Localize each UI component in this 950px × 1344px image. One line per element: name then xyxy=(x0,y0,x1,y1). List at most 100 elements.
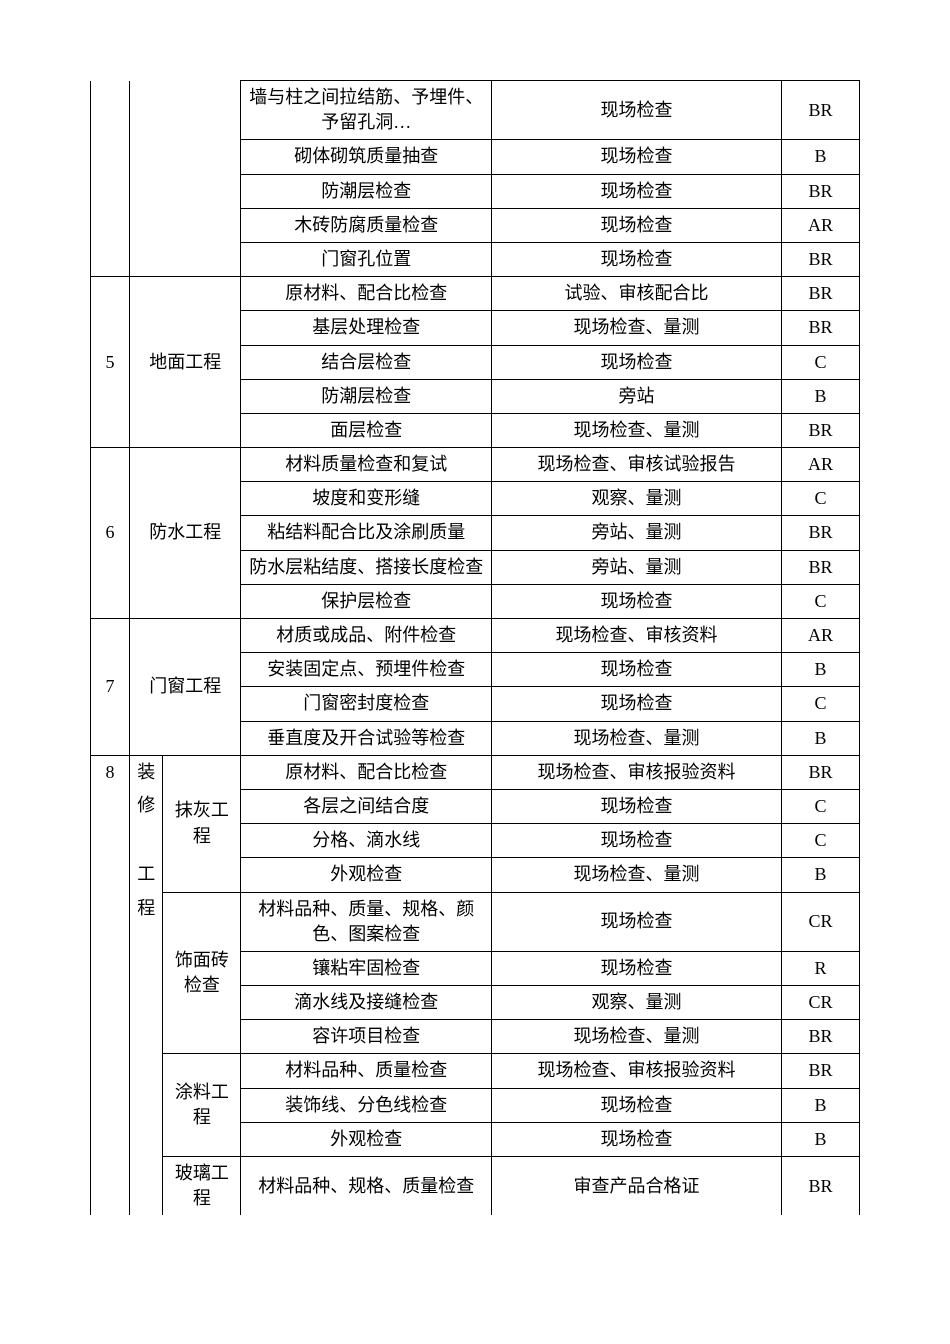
cell-code: C xyxy=(781,687,859,721)
cell-code: BR xyxy=(781,81,859,140)
cell-code: B xyxy=(781,858,859,892)
cell-code: BR xyxy=(781,550,859,584)
cell-num-empty xyxy=(91,858,130,892)
cell-num-empty xyxy=(91,81,130,140)
cell-code: C xyxy=(781,824,859,858)
cell-item: 滴水线及接缝检查 xyxy=(241,986,492,1020)
cell-cat-char: 程 xyxy=(130,892,163,951)
cell-method: 现场检查 xyxy=(492,653,782,687)
cell-item: 外观检查 xyxy=(241,1122,492,1156)
cell-code: BR xyxy=(781,516,859,550)
table-row: 砌体砌筑质量抽查 现场检查 B xyxy=(91,140,860,174)
cell-method: 现场检查 xyxy=(492,242,782,276)
cell-item: 墙与柱之间拉结筋、予埋件、予留孔洞… xyxy=(241,81,492,140)
cell-method: 现场检查 xyxy=(492,140,782,174)
cell-code: B xyxy=(781,1088,859,1122)
cell-cat-empty xyxy=(130,174,241,208)
cell-code: BR xyxy=(781,174,859,208)
cell-item: 门窗孔位置 xyxy=(241,242,492,276)
cell-code: B xyxy=(781,1122,859,1156)
cell-num-empty xyxy=(91,1054,130,1088)
table-row: 玻璃工程 材料品种、规格、质量检查 审查产品合格证 BR xyxy=(91,1157,860,1216)
cell-item: 基层处理检查 xyxy=(241,311,492,345)
cell-item: 防水层粘结度、搭接长度检查 xyxy=(241,550,492,584)
table-row: 8 装 抹灰工程 原材料、配合比检查 现场检查、审核报验资料 BR xyxy=(91,755,860,789)
cell-code: BR xyxy=(781,1054,859,1088)
cell-section-title: 门窗工程 xyxy=(130,619,241,756)
cell-num-empty xyxy=(91,208,130,242)
cell-method: 旁站、量测 xyxy=(492,516,782,550)
cell-method: 现场检查 xyxy=(492,208,782,242)
cell-method: 现场检查 xyxy=(492,789,782,823)
cell-cat-empty xyxy=(130,1122,163,1156)
cell-method: 现场检查 xyxy=(492,1088,782,1122)
cell-code: B xyxy=(781,140,859,174)
cell-method: 现场检查 xyxy=(492,345,782,379)
cell-code: AR xyxy=(781,448,859,482)
cell-num-empty xyxy=(91,892,130,951)
cell-method: 旁站、量测 xyxy=(492,550,782,584)
cell-sub-title: 饰面砖检查 xyxy=(163,892,241,1054)
cell-num-empty xyxy=(91,986,130,1020)
cell-cat-empty xyxy=(130,242,241,276)
cell-code: BR xyxy=(781,311,859,345)
cell-item: 垂直度及开合试验等检查 xyxy=(241,721,492,755)
cell-num-empty xyxy=(91,1088,130,1122)
cell-item: 容许项目检查 xyxy=(241,1020,492,1054)
cell-method: 现场检查、量测 xyxy=(492,721,782,755)
cell-item: 材料品种、规格、质量检查 xyxy=(241,1157,492,1216)
cell-method: 现场检查 xyxy=(492,951,782,985)
cell-method: 现场检查 xyxy=(492,1122,782,1156)
cell-item: 坡度和变形缝 xyxy=(241,482,492,516)
cell-method: 旁站 xyxy=(492,379,782,413)
cell-item: 各层之间结合度 xyxy=(241,789,492,823)
cell-item: 结合层检查 xyxy=(241,345,492,379)
cell-num-empty xyxy=(91,1122,130,1156)
cell-code: BR xyxy=(781,1020,859,1054)
cell-cat-char: 装 xyxy=(130,755,163,789)
cell-num-empty xyxy=(91,174,130,208)
cell-code: B xyxy=(781,653,859,687)
cell-cat-empty xyxy=(130,81,241,140)
cell-section-num: 5 xyxy=(91,277,130,448)
cell-method: 观察、量测 xyxy=(492,986,782,1020)
cell-method: 现场检查、量测 xyxy=(492,858,782,892)
cell-sub-title: 抹灰工程 xyxy=(163,755,241,892)
cell-cat-empty xyxy=(130,951,163,985)
cell-method: 现场检查、量测 xyxy=(492,413,782,447)
cell-section-num: 7 xyxy=(91,619,130,756)
table-row: 涂料工程 材料品种、质量检查 现场检查、审核报验资料 BR xyxy=(91,1054,860,1088)
cell-item: 分格、滴水线 xyxy=(241,824,492,858)
table-row: 门窗孔位置 现场检查 BR xyxy=(91,242,860,276)
cell-cat-empty xyxy=(130,986,163,1020)
table-row: 墙与柱之间拉结筋、予埋件、予留孔洞… 现场检查 BR xyxy=(91,81,860,140)
cell-section-num: 6 xyxy=(91,448,130,619)
cell-code: CR xyxy=(781,986,859,1020)
cell-item: 外观检查 xyxy=(241,858,492,892)
cell-num-empty xyxy=(91,1157,130,1216)
cell-item: 材料品种、质量检查 xyxy=(241,1054,492,1088)
cell-section-title: 地面工程 xyxy=(130,277,241,448)
cell-method: 现场检查、审核报验资料 xyxy=(492,1054,782,1088)
cell-cat-empty xyxy=(130,208,241,242)
cell-code: C xyxy=(781,789,859,823)
cell-num-empty xyxy=(91,140,130,174)
cell-cat-char: 修 xyxy=(130,789,163,857)
cell-code: BR xyxy=(781,413,859,447)
cell-num-empty xyxy=(91,242,130,276)
cell-method: 试验、审核配合比 xyxy=(492,277,782,311)
cell-item: 防潮层检查 xyxy=(241,379,492,413)
cell-method: 现场检查 xyxy=(492,81,782,140)
cell-item: 安装固定点、预埋件检查 xyxy=(241,653,492,687)
cell-method: 现场检查 xyxy=(492,824,782,858)
cell-item: 原材料、配合比检查 xyxy=(241,755,492,789)
cell-item: 面层检查 xyxy=(241,413,492,447)
cell-method: 现场检查 xyxy=(492,892,782,951)
cell-item: 材料质量检查和复试 xyxy=(241,448,492,482)
cell-item: 材质或成品、附件检查 xyxy=(241,619,492,653)
cell-code: AR xyxy=(781,208,859,242)
cell-code: B xyxy=(781,379,859,413)
cell-item: 木砖防腐质量检查 xyxy=(241,208,492,242)
cell-code: BR xyxy=(781,755,859,789)
cell-num-empty xyxy=(91,824,130,858)
